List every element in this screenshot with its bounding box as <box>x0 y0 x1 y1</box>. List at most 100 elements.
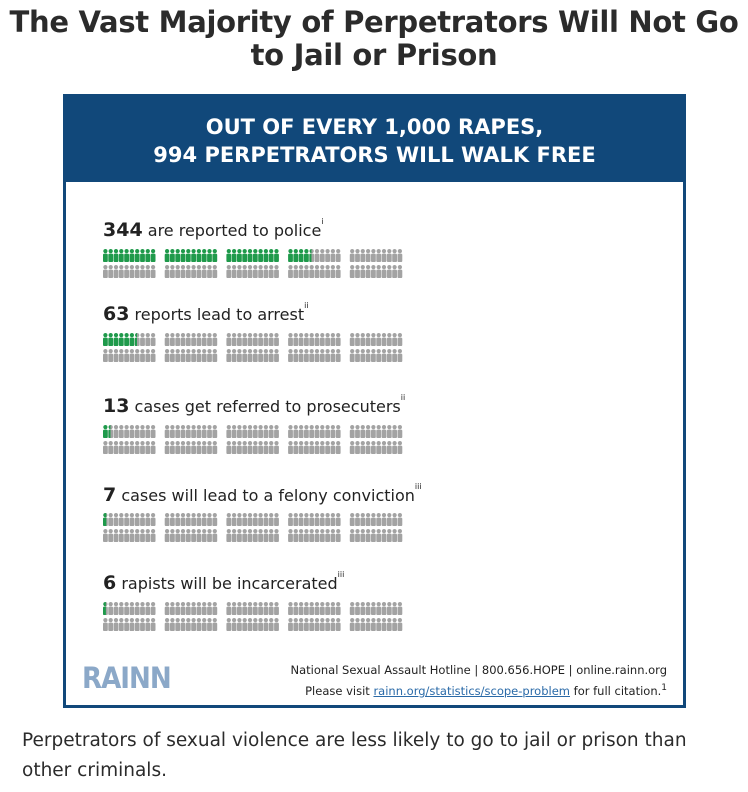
header-line-2: 994 PERPETRATORS WILL WALK FREE <box>153 143 596 167</box>
person-icon <box>381 333 387 346</box>
person-icon-highlight <box>103 249 108 262</box>
row-number: 63 <box>103 303 130 325</box>
person-icon <box>118 425 124 438</box>
person-icon <box>309 349 315 362</box>
person-icon <box>191 513 196 526</box>
person-icon <box>258 618 263 631</box>
person-icon <box>258 602 263 615</box>
person-icon <box>164 425 170 438</box>
person-icon <box>145 513 151 526</box>
person-icon-highlight <box>237 249 242 262</box>
person-icon <box>140 441 145 454</box>
person-icon <box>145 529 151 542</box>
person-icon <box>376 333 382 346</box>
person-icon <box>288 425 293 438</box>
person-icon <box>252 529 258 542</box>
person-icon-highlight <box>263 249 269 262</box>
person-icon <box>145 602 151 615</box>
person-icon <box>319 618 325 631</box>
person-icon <box>288 441 293 454</box>
person-icon <box>118 265 124 278</box>
person-icon-partial <box>103 513 107 526</box>
row-note: i <box>321 217 324 226</box>
person-icon <box>309 265 315 278</box>
person-icon <box>309 513 315 526</box>
person-icon <box>392 249 397 262</box>
infographic-header: OUT OF EVERY 1,000 RAPES, 994 PERPETRATO… <box>66 97 683 182</box>
person-icon <box>196 602 202 615</box>
person-icon <box>319 529 325 542</box>
person-icon <box>164 333 170 346</box>
person-icon <box>349 349 355 362</box>
person-icon <box>150 349 156 362</box>
person-icon <box>298 425 304 438</box>
person-icon-highlight <box>113 333 119 346</box>
person-icon <box>113 602 119 615</box>
person-icon-highlight <box>118 333 124 346</box>
person-icon <box>330 349 336 362</box>
person-icon <box>335 513 341 526</box>
person-icon-highlight <box>129 333 135 346</box>
person-icon <box>330 425 336 438</box>
row-number: 7 <box>103 484 117 506</box>
person-icon <box>150 618 156 631</box>
person-icon <box>164 265 170 278</box>
person-icon <box>365 265 371 278</box>
person-icon <box>247 529 253 542</box>
person-icon <box>150 529 156 542</box>
footer-hotline: National Sexual Assault Hotline | 800.65… <box>290 663 667 677</box>
person-icon <box>113 618 119 631</box>
person-icon <box>231 425 237 438</box>
person-icon <box>371 349 376 362</box>
person-icon <box>360 333 366 346</box>
person-icon <box>212 513 218 526</box>
person-icon <box>319 349 325 362</box>
person-icon <box>365 618 371 631</box>
person-icon <box>386 425 392 438</box>
person-icon <box>335 425 341 438</box>
person-icon-highlight <box>293 249 299 262</box>
person-icon <box>268 425 274 438</box>
person-icon-highlight <box>103 425 108 438</box>
person-icon <box>335 249 341 262</box>
person-icon <box>371 602 376 615</box>
person-icon <box>175 529 181 542</box>
icon-row-1 <box>103 249 403 278</box>
person-icon <box>145 349 151 362</box>
person-icon <box>314 249 320 262</box>
person-icon <box>268 265 274 278</box>
person-icon <box>113 529 119 542</box>
person-icon <box>175 333 181 346</box>
person-icon-highlight <box>207 249 212 262</box>
person-icon <box>263 602 269 615</box>
person-icon-partial <box>309 249 312 262</box>
row-text: cases will lead to a felony conviction <box>121 486 415 505</box>
person-icon <box>252 513 258 526</box>
person-icon <box>304 333 309 346</box>
icon-row-4 <box>103 513 403 542</box>
citation-prefix: Please visit <box>305 683 370 698</box>
person-icon <box>304 618 309 631</box>
person-icon <box>191 349 196 362</box>
person-icon <box>191 333 196 346</box>
person-icon <box>288 349 293 362</box>
person-icon <box>231 349 237 362</box>
row-label-conviction: 7 cases will lead to a felony conviction… <box>103 482 422 506</box>
person-icon <box>252 349 258 362</box>
person-icon <box>247 618 253 631</box>
person-icon <box>371 249 376 262</box>
person-icon-highlight <box>231 249 237 262</box>
citation-link[interactable]: rainn.org/statistics/scope-problem <box>373 683 570 698</box>
person-icon <box>134 441 140 454</box>
person-icon <box>274 529 279 542</box>
person-icon <box>325 333 330 346</box>
person-icon <box>175 441 181 454</box>
person-icon <box>247 425 253 438</box>
person-icon <box>252 602 258 615</box>
person-icon <box>335 618 341 631</box>
person-icon <box>207 349 212 362</box>
page-title: The Vast Majority of Perpetrators Will N… <box>9 5 739 72</box>
person-icon <box>207 618 212 631</box>
person-icon <box>314 513 320 526</box>
person-icon <box>124 425 129 438</box>
